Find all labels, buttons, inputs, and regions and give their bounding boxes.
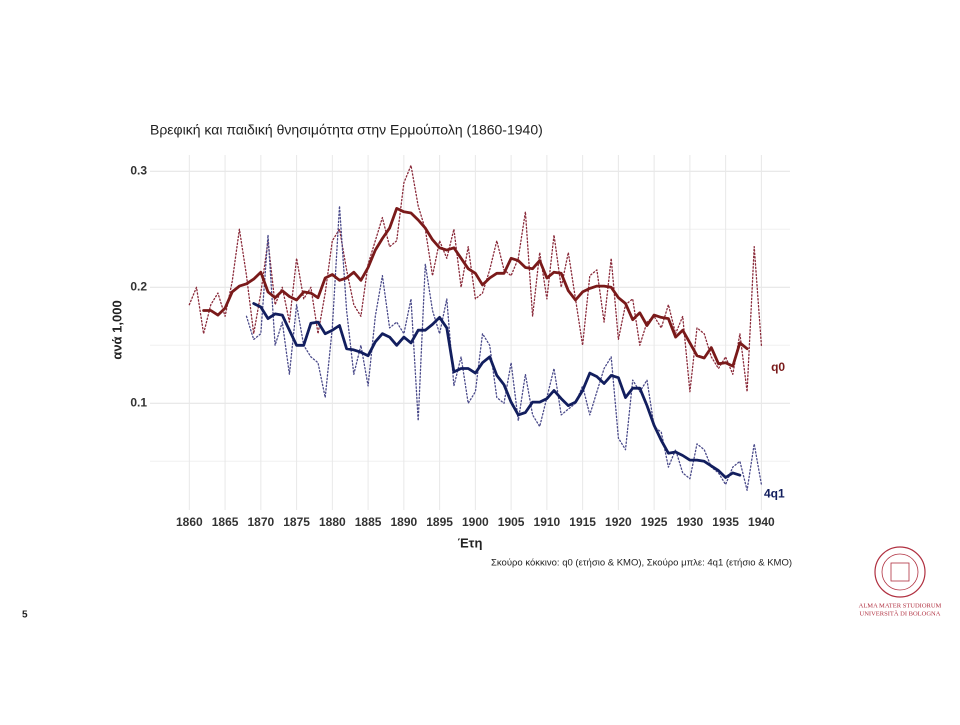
x-tick-label: 1890: [391, 515, 418, 529]
x-tick-label: 1935: [712, 515, 739, 529]
x-tick-label: 1895: [426, 515, 453, 529]
x-tick-label: 1940: [748, 515, 775, 529]
logo-emblem: [890, 562, 910, 582]
x-tick-label: 1880: [319, 515, 346, 529]
caption: Σκούρο κόκκινο: q0 (ετήσιο & ΚΜΟ), Σκούρ…: [491, 558, 792, 569]
y-tick-label: 0.1: [130, 395, 147, 409]
series-line: [188, 164, 763, 393]
x-tick-label: 1905: [498, 515, 525, 529]
logo-seal: [874, 546, 926, 598]
x-axis-label: Έτη: [458, 535, 483, 550]
logo-seal-inner: [881, 553, 919, 591]
x-tick-label: 1865: [212, 515, 239, 529]
chart-title: Βρεφική και παιδική θνησιμότητα στην Ερμ…: [150, 122, 543, 138]
x-tick-label: 1870: [247, 515, 274, 529]
series-line: [202, 207, 749, 368]
x-tick-label: 1885: [355, 515, 382, 529]
series-label: 4q1: [764, 486, 785, 500]
x-tick-label: 1930: [677, 515, 704, 529]
x-tick-label: 1910: [534, 515, 561, 529]
x-tick-label: 1860: [176, 515, 203, 529]
x-tick-label: 1875: [283, 515, 310, 529]
x-tick-label: 1900: [462, 515, 489, 529]
x-tick-label: 1920: [605, 515, 632, 529]
y-axis-label: ανά 1,000: [109, 300, 124, 359]
series-line: [252, 302, 742, 479]
logo-text: ALMA MATER STUDIORUM: [859, 602, 942, 609]
x-tick-label: 1925: [641, 515, 668, 529]
logo: [874, 546, 926, 598]
y-tick-label: 0.3: [130, 163, 147, 177]
y-tick-label: 0.2: [130, 279, 147, 293]
x-tick-label: 1915: [569, 515, 596, 529]
series-line: [245, 205, 763, 491]
series-label: q0: [771, 360, 785, 374]
logo-text: UNIVERSITÀ DI BOLOGNA: [860, 609, 941, 617]
slide-number: 5: [22, 610, 28, 621]
